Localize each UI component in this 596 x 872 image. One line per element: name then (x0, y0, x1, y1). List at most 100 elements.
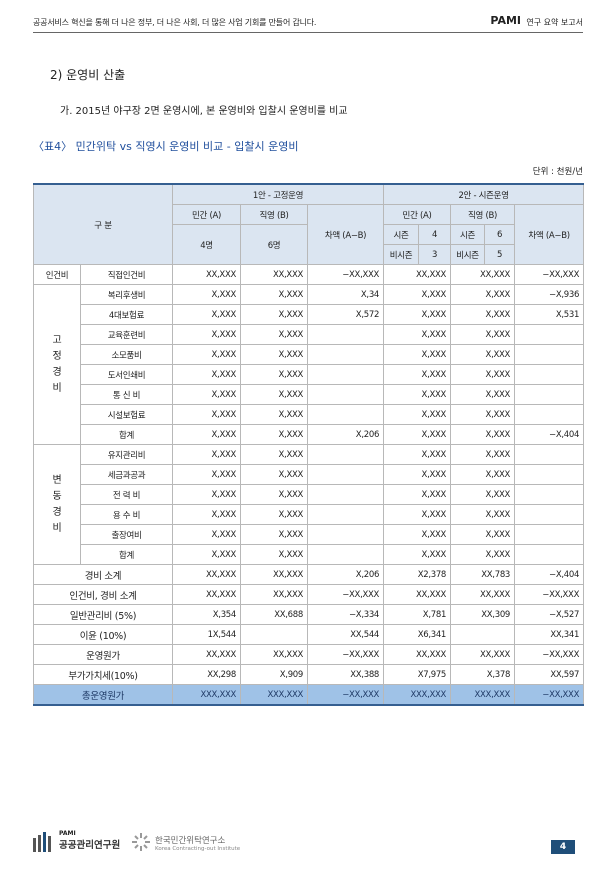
table-row: 경비 소계 XX,XXX XX,XXX X,206 X2,378 XX,783 −X,404 (32, 564, 585, 585)
value-cell: X,XXX (172, 544, 242, 565)
header-cell: 비시즌 (450, 244, 486, 265)
org-name: 한국민간위탁연구소 (155, 836, 226, 846)
value-cell: X,XXX (450, 424, 516, 445)
value-cell: X,34 (307, 284, 385, 305)
value-cell: X2,378 (383, 564, 452, 585)
item-cell: 통 신 비 (79, 384, 174, 405)
value-cell: X,XXX (383, 284, 452, 305)
value-cell: X,378 (450, 664, 516, 685)
header-cell: 차액 (A−B) (307, 204, 385, 265)
value-cell: X,XXX (172, 404, 242, 425)
value-cell: X,XXX (240, 324, 309, 345)
value-cell: X,XXX (240, 544, 309, 565)
value-cell: XX,783 (450, 564, 516, 585)
value-cell: X,XXX (172, 504, 242, 525)
table-row: 부가가치세(10%) XX,298 X,909 XX,388 X7,975 X,378 XX… (32, 664, 585, 685)
item-cell: 유지관리비 (79, 444, 174, 465)
header-cell: 2안 - 시즌운영 (383, 183, 585, 205)
value-cell: X6,341 (383, 624, 452, 645)
value-cell (514, 364, 585, 385)
group-cell: 고정경비 (33, 284, 81, 445)
value-cell (450, 624, 516, 645)
page-number: 4 (551, 840, 575, 854)
header-cell: 6 (484, 224, 516, 245)
item-cell: 합계 (79, 424, 174, 445)
value-cell: X,XXX (240, 524, 309, 545)
value-cell: XXX,XXX (172, 684, 242, 706)
value-cell: −XX,XXX (307, 264, 385, 285)
header-cell: 시즌 (450, 224, 486, 245)
value-cell: X,XXX (383, 364, 452, 385)
table-row: 도서인쇄비 X,XXX X,XXX X,XXX X,XXX (34, 364, 585, 385)
header-cell: 4 (418, 224, 452, 245)
value-cell (307, 524, 385, 545)
org-name: 공공관리연구원 (59, 840, 121, 851)
value-cell: XX,XXX (450, 644, 516, 665)
table-row: 운영원가 XX,XXX XX,XXX −XX,XXX XX,XXX XX,XXX −XX,X… (32, 644, 585, 665)
header-cell: 비시즌 (383, 244, 420, 265)
value-cell: X,XXX (172, 484, 242, 505)
value-cell: −X,404 (514, 564, 585, 585)
org-name-en: Korea Contracting-out Institute (155, 846, 241, 852)
header-cell: 민간 (A) (172, 204, 242, 225)
value-cell: X,XXX (240, 384, 309, 405)
value-cell: X,XXX (450, 404, 516, 425)
value-cell: XX,597 (514, 664, 585, 685)
value-cell (514, 404, 585, 425)
table-caption: 〈표4〉 민간위탁 vs 직영시 운영비 비교 - 입찰시 운영비 (33, 140, 299, 153)
header-cell: 4명 (172, 224, 242, 265)
table-body: 인건비 직접인건비 XX,XXX XX,XXX −XX,XXX XX,XXX XX,XXX −… (32, 264, 585, 706)
value-cell: X,XXX (450, 464, 516, 485)
value-cell: X,XXX (240, 444, 309, 465)
value-cell (307, 364, 385, 385)
summary-label: 일반관리비 (5%) (32, 604, 174, 625)
value-cell: X,206 (307, 424, 385, 445)
header-cell: 민간 (A) (383, 204, 452, 225)
value-cell: X,XXX (450, 484, 516, 505)
item-cell: 용 수 비 (79, 504, 174, 525)
table-row: 인건비 직접인건비 XX,XXX XX,XXX −XX,XXX XX,XXX XX,XXX −… (33, 264, 585, 285)
header-cell: 직영 (B) (240, 204, 309, 225)
header-cell: 직영 (B) (450, 204, 516, 225)
value-cell (307, 444, 385, 465)
value-cell: X,XXX (450, 324, 516, 345)
value-cell: X,XXX (240, 504, 309, 525)
table-row: 용 수 비 X,XXX X,XXX X,XXX X,XXX (34, 504, 585, 525)
value-cell: XX,XXX (172, 564, 242, 585)
value-cell: X,XXX (450, 284, 516, 305)
table-row: 합계 X,XXX X,XXX X,206 X,XXX X,XXX −X,404 (34, 424, 585, 445)
value-cell: −X,936 (514, 284, 585, 305)
value-cell (514, 484, 585, 505)
item-cell: 전 력 비 (79, 484, 174, 505)
value-cell: −XX,XXX (514, 264, 585, 285)
logo-icon (132, 833, 150, 851)
value-cell: XX,XXX (172, 264, 242, 285)
value-cell: XX,341 (514, 624, 585, 645)
item-cell: 교육훈련비 (79, 324, 174, 345)
value-cell: XX,309 (450, 604, 516, 625)
item-cell: 소모품비 (79, 344, 174, 365)
value-cell (307, 504, 385, 525)
group-cell: 변동경비 (33, 444, 81, 565)
value-cell (514, 464, 585, 485)
value-cell (514, 504, 585, 525)
header-cell: 6명 (240, 224, 309, 265)
value-cell: X,909 (240, 664, 309, 685)
table-row: 일반관리비 (5%) X,354 XX,688 −X,334 X,781 XX,309 −X… (32, 604, 585, 625)
value-cell: X,XXX (383, 344, 452, 365)
value-cell: XXX,XXX (240, 684, 309, 706)
table-row: 출장여비 X,XXX X,XXX X,XXX X,XXX (34, 524, 585, 545)
item-cell: 직접인건비 (79, 264, 174, 285)
item-cell: 복리후생비 (79, 284, 174, 305)
value-cell: X,XXX (240, 344, 309, 365)
value-cell: X,XXX (240, 404, 309, 425)
summary-label: 이윤 (10%) (32, 624, 174, 645)
item-cell: 4대보험료 (79, 304, 174, 325)
table-row: 이윤 (10%) 1X,544 XX,544 X6,341 XX,341 (32, 624, 585, 645)
value-cell (514, 444, 585, 465)
paragraph: 가. 2015년 야구장 2면 운영시에, 본 운영비와 입찰시 운영비를 비교 (60, 106, 348, 117)
value-cell: −XX,XXX (514, 584, 585, 605)
value-cell: X,572 (307, 304, 385, 325)
value-cell: XX,XXX (172, 644, 242, 665)
